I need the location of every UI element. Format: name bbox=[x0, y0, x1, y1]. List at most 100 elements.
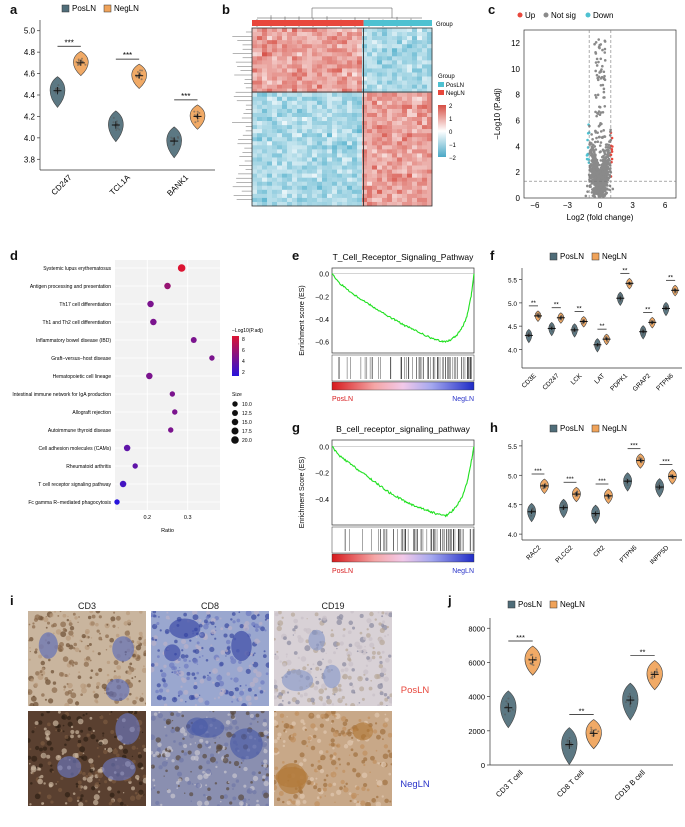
heatmap-cell bbox=[412, 141, 418, 146]
heatmap-cell bbox=[337, 181, 343, 186]
stain-spot bbox=[254, 652, 256, 654]
stain-spot bbox=[295, 760, 298, 763]
heatmap-cell bbox=[267, 96, 273, 102]
heatmap-cell bbox=[387, 108, 393, 114]
stain-spot bbox=[29, 647, 31, 649]
heatmap-cell bbox=[417, 68, 423, 73]
heatmap-cell bbox=[362, 52, 368, 57]
heatmap-cell bbox=[312, 28, 318, 33]
stain-spot bbox=[196, 663, 199, 665]
heatmap-cell bbox=[387, 64, 393, 69]
heatmap-cell bbox=[337, 157, 343, 162]
heatmap-cell bbox=[337, 84, 343, 89]
heatmap-cell bbox=[382, 165, 388, 170]
heatmap-cell bbox=[367, 44, 373, 49]
heatmap-cell bbox=[322, 129, 328, 134]
heatmap-cell bbox=[337, 173, 343, 178]
data-point bbox=[559, 318, 562, 321]
heatmap-cell bbox=[387, 52, 393, 57]
heatmap-cell bbox=[322, 56, 328, 61]
stain-spot bbox=[39, 670, 43, 674]
heatmap-cell bbox=[342, 60, 348, 65]
heatmap-cell bbox=[287, 149, 293, 154]
heatmap-cell bbox=[337, 100, 343, 106]
heatmap-cell bbox=[342, 165, 348, 170]
heatmap-cell bbox=[427, 100, 433, 106]
heatmap-cell bbox=[412, 64, 418, 69]
stain-spot bbox=[56, 780, 59, 783]
violin-chart-a: PosLN NegLN3.84.04.24.44.64.85.0***CD247*… bbox=[24, 4, 215, 198]
heatmap-cell bbox=[382, 149, 388, 154]
heatmap-cell bbox=[367, 145, 373, 150]
heatmap-cell bbox=[282, 189, 288, 195]
heatmap-cell bbox=[412, 193, 418, 199]
stain-spot bbox=[81, 687, 87, 694]
heatmap-cell bbox=[332, 177, 338, 182]
heatmap-cell bbox=[302, 52, 308, 57]
stain-spot bbox=[62, 613, 67, 618]
heatmap-cell bbox=[337, 117, 343, 122]
heatmap-cell bbox=[407, 64, 413, 69]
heatmap-cell bbox=[287, 185, 293, 191]
significance-label: ** bbox=[577, 305, 583, 312]
heatmap-cell bbox=[252, 100, 258, 106]
heatmap-cell bbox=[317, 84, 323, 89]
stain-spot bbox=[218, 737, 221, 739]
legend-down-label: Down bbox=[593, 11, 613, 20]
heatmap-cell bbox=[387, 169, 393, 174]
stain-spot bbox=[297, 692, 301, 695]
stain-spot bbox=[75, 730, 80, 735]
heatmap-cell bbox=[287, 141, 293, 146]
heatmap-cell bbox=[267, 201, 273, 207]
volcano-point bbox=[598, 105, 602, 109]
stain-spot bbox=[277, 620, 284, 627]
stain-spot bbox=[384, 697, 389, 702]
heatmap-cell bbox=[337, 165, 343, 170]
stain-spot bbox=[282, 662, 287, 667]
stain-spot bbox=[39, 747, 43, 752]
heatmap-cell bbox=[422, 197, 428, 203]
heatmap-cell bbox=[267, 197, 273, 203]
ihc-cd19-negln bbox=[274, 711, 392, 806]
heatmap-cell bbox=[372, 72, 378, 77]
heatmap-cell bbox=[307, 149, 313, 154]
stain-spot bbox=[342, 721, 348, 727]
heatmap-cell bbox=[407, 28, 413, 33]
volcano-point bbox=[600, 155, 604, 159]
legend-notsig-label: Not sig bbox=[551, 11, 576, 20]
stain-spot bbox=[274, 679, 277, 685]
stain-spot bbox=[95, 739, 99, 742]
stain-spot bbox=[302, 666, 307, 671]
stain-spot bbox=[379, 701, 384, 706]
heatmap-cell bbox=[367, 165, 373, 170]
heatmap-cell bbox=[267, 153, 273, 158]
heatmap-cell bbox=[327, 68, 333, 73]
heatmap-cell bbox=[327, 181, 333, 186]
heatmap-cell bbox=[322, 161, 328, 166]
stain-spot bbox=[227, 713, 230, 716]
heatmap-cell bbox=[322, 169, 328, 174]
heatmap-cell bbox=[367, 84, 373, 89]
heatmap-cell bbox=[372, 88, 378, 93]
heatmap-cell bbox=[267, 117, 273, 122]
stain-spot bbox=[153, 784, 156, 787]
heatmap-cell bbox=[392, 133, 398, 138]
heatmap-cell bbox=[272, 153, 278, 158]
stain-spot bbox=[77, 742, 82, 748]
heatmap-cell bbox=[317, 169, 323, 174]
heatmap-cell bbox=[417, 121, 423, 126]
heatmap-cell bbox=[362, 40, 368, 45]
volcano-point bbox=[599, 77, 603, 80]
stain-spot bbox=[377, 611, 380, 614]
heatmap-cell bbox=[412, 32, 418, 37]
heatmap-cell bbox=[417, 177, 423, 182]
group-bar-neg bbox=[363, 20, 432, 26]
heatmap-cell bbox=[322, 145, 328, 150]
stain-spot bbox=[220, 690, 223, 692]
size-legend-dot bbox=[231, 427, 239, 435]
stain-spot bbox=[340, 730, 345, 735]
stain-spot bbox=[359, 686, 365, 692]
heatmap-cell bbox=[282, 28, 288, 33]
heatmap-cell bbox=[297, 92, 303, 97]
heatmap-cell bbox=[272, 125, 278, 130]
